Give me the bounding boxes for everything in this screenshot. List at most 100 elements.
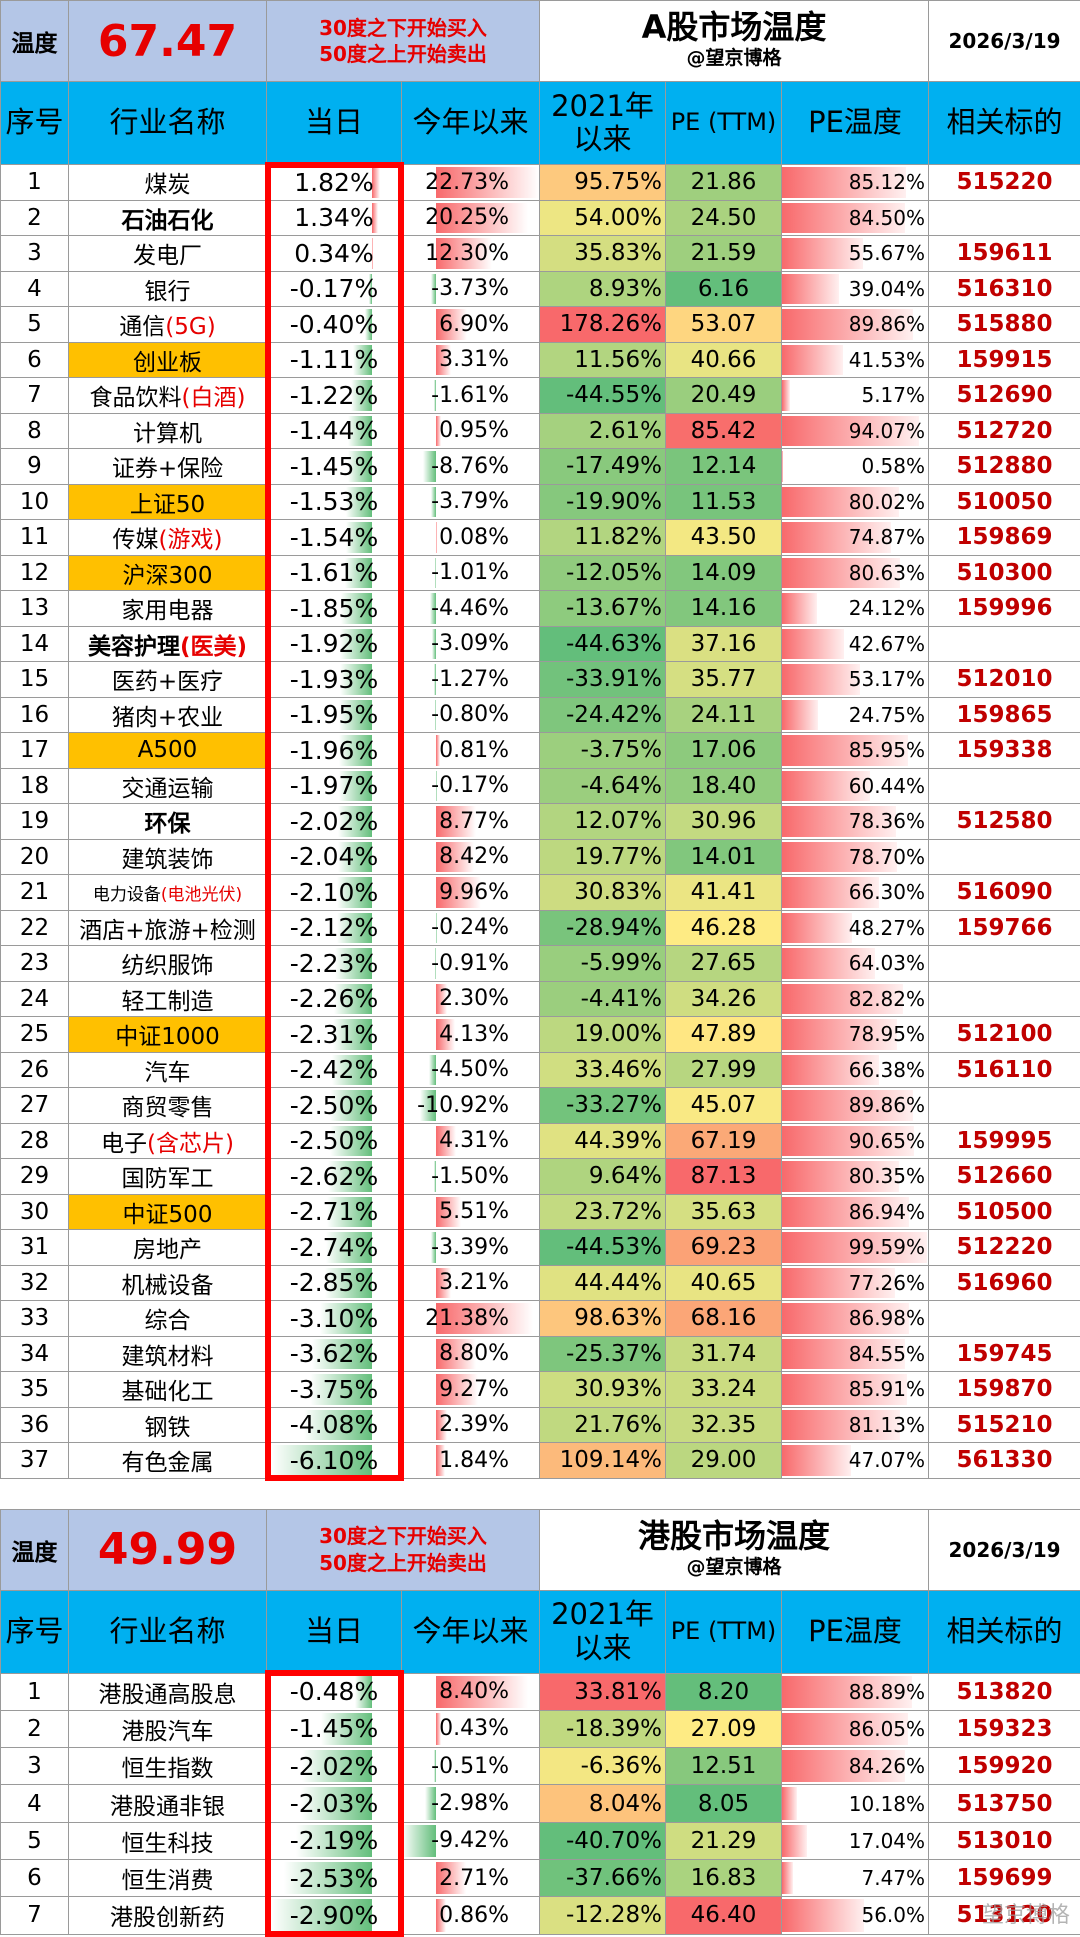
ytd-value: 3.21% [402,1270,539,1295]
pe-temperature: 85.95% [782,733,929,769]
industry-name: 国防军工 [69,1159,267,1195]
pe-ttm: 33.24 [666,1372,782,1408]
daily-change: -1.53% [267,484,402,520]
related-etf-code: 513010 [929,1822,1080,1859]
daily-change: -3.75% [267,1372,402,1408]
row-index: 3 [1,1748,69,1785]
daily-change: -1.85% [267,591,402,627]
daily-value: -2.04% [267,842,401,871]
daily-change: -2.31% [267,1017,402,1053]
ytd-value: -0.51% [402,1754,539,1779]
pe-ttm: 85.42 [666,413,782,449]
daily-change: -2.74% [267,1230,402,1266]
daily-value: -2.19% [267,1826,401,1855]
market-title: 港股市场温度 [540,1519,928,1554]
industry-highlight: (游戏) [159,527,223,553]
since-2021-change: -33.91% [540,662,666,698]
industry-name-text: 医药+医疗 [112,669,223,695]
industry-name-text: 中证1000 [115,1024,220,1050]
daily-value: -3.75% [267,1375,401,1404]
industry-name-text: 综合 [145,1308,191,1334]
watermark: 望京博格 [982,1897,1070,1929]
daily-change: -2.50% [267,1088,402,1124]
row-index: 27 [1,1088,69,1124]
daily-change: -6.10% [267,1443,402,1479]
pe-ttm: 67.19 [666,1123,782,1159]
pe-ttm: 40.66 [666,342,782,378]
daily-value: -2.71% [267,1197,401,1226]
pe-temperature: 80.63% [782,555,929,591]
pe-temperature-value: 89.86% [782,312,928,336]
pe-temperature-value: 80.35% [782,1164,928,1188]
pe-ttm: 87.13 [666,1159,782,1195]
pe-temperature: 81.13% [782,1407,929,1443]
daily-value: -2.50% [267,1126,401,1155]
daily-change: -1.44% [267,413,402,449]
row-index: 5 [1,307,69,343]
pe-ttm: 46.40 [666,1897,782,1934]
industry-name-text: 交通运输 [122,776,214,802]
ytd-value: 4.13% [402,1022,539,1047]
pe-ttm: 8.20 [666,1673,782,1710]
pe-temperature-value: 86.94% [782,1200,928,1224]
ytd-change: 20.25% [402,200,540,236]
daily-change: -1.95% [267,697,402,733]
row-index: 11 [1,520,69,556]
col-pe-temperature-header: PE温度 [782,1590,929,1673]
industry-name: 食品饮料(白酒) [69,378,267,414]
row-index: 31 [1,1230,69,1266]
pe-temperature-value: 60.44% [782,774,928,798]
ytd-change: 4.13% [402,1017,540,1053]
daily-value: 0.34% [267,239,401,268]
industry-name: 恒生消费 [69,1859,267,1896]
row-index: 29 [1,1159,69,1195]
related-etf-code: 510050 [929,484,1080,520]
ytd-change: -4.50% [402,1052,540,1088]
ytd-change: 9.27% [402,1372,540,1408]
pe-temperature: 41.53% [782,342,929,378]
since-2021-change: 11.56% [540,342,666,378]
since-2021-change: 178.26% [540,307,666,343]
pe-temperature: 84.26% [782,1748,929,1785]
ytd-value: 0.86% [402,1903,539,1928]
report-date: 2026/3/19 [929,1509,1080,1590]
since-2021-change: -44.53% [540,1230,666,1266]
industry-name: 汽车 [69,1052,267,1088]
ytd-change: -2.98% [402,1785,540,1822]
since-2021-change: -12.28% [540,1897,666,1934]
related-etf-code: 159865 [929,697,1080,733]
ytd-change: -0.24% [402,910,540,946]
industry-name-text: 中证500 [123,1202,213,1228]
industry-name: 交通运输 [69,768,267,804]
daily-value: -3.62% [267,1339,401,1368]
daily-value: -2.03% [267,1789,401,1818]
pe-ttm: 24.50 [666,200,782,236]
pe-temperature: 0.58% [782,449,929,485]
related-etf-code: 512580 [929,804,1080,840]
pe-ttm: 30.96 [666,804,782,840]
daily-change: -1.93% [267,662,402,698]
ytd-value: -8.76% [402,454,539,479]
industry-name-text: 恒生消费 [122,1868,214,1894]
since-2021-change: -19.90% [540,484,666,520]
industry-highlight: (电池光伏) [161,885,242,905]
ytd-change: 9.96% [402,875,540,911]
ytd-value: 0.08% [402,525,539,550]
row-index: 2 [1,1710,69,1747]
industry-name: 商贸零售 [69,1088,267,1124]
industry-name-text: 上证50 [130,492,205,518]
daily-change: -2.85% [267,1265,402,1301]
row-index: 14 [1,626,69,662]
industry-name: 纺织服饰 [69,946,267,982]
related-etf-code: 510500 [929,1194,1080,1230]
daily-value: -2.90% [267,1901,401,1930]
pe-temperature-value: 94.07% [782,419,928,443]
related-etf-code: 159920 [929,1748,1080,1785]
